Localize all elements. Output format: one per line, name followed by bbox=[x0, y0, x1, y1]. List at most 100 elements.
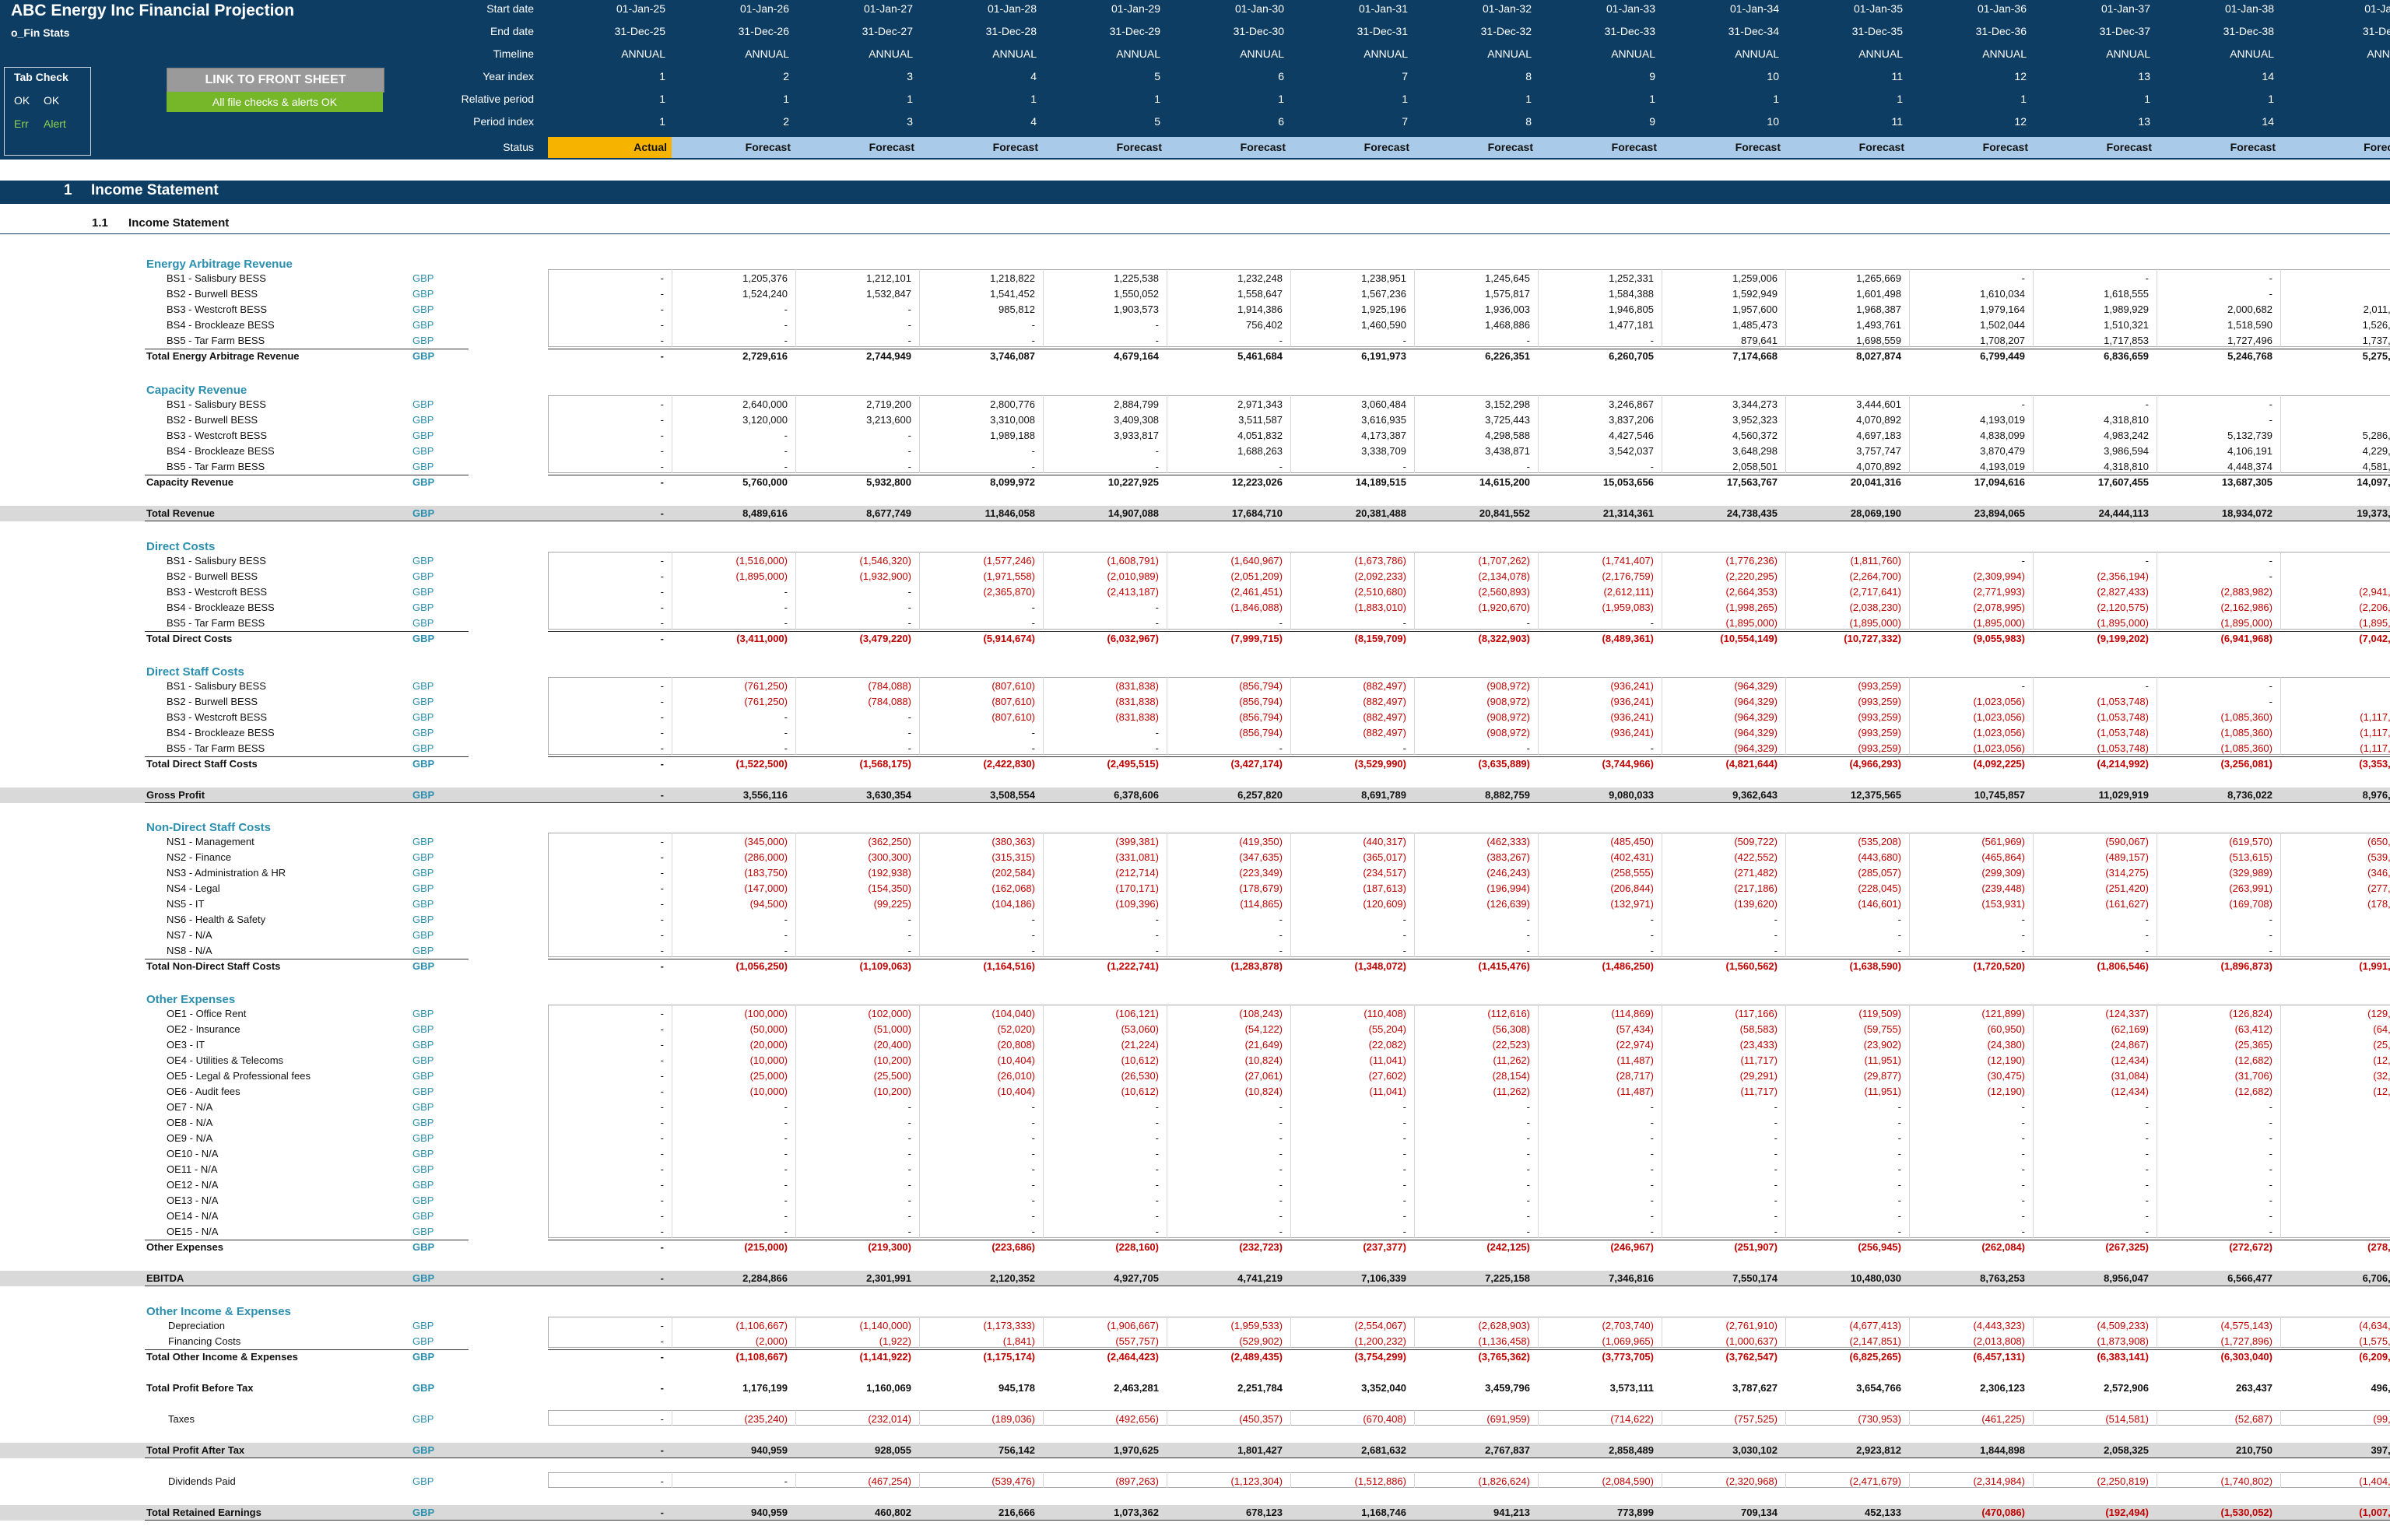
row-unit: GBP bbox=[412, 758, 435, 770]
value-cell: 8,976,6 bbox=[2362, 789, 2390, 801]
value-cell: 9,362,643 bbox=[1732, 789, 1778, 801]
value-cell: (936,241) bbox=[1610, 680, 1654, 692]
header-cell-timeline: ANNUAL bbox=[1363, 47, 1408, 60]
value-cell: - bbox=[1526, 914, 1530, 925]
value-cell: (761,250) bbox=[744, 680, 788, 692]
value-cell: 6,706,8 bbox=[2362, 1272, 2390, 1284]
table-row: NS3 - Administration & HR GBP - (183,750) (1… bbox=[0, 865, 2390, 881]
grid-separator bbox=[1414, 552, 1415, 630]
value-cell: (23,902) bbox=[1863, 1039, 1901, 1051]
value-cell: 1,610,034 bbox=[1980, 288, 2025, 300]
value-cell: 7,550,174 bbox=[1732, 1272, 1778, 1284]
value-cell: 17,607,455 bbox=[2097, 476, 2149, 488]
value-cell: - bbox=[1155, 929, 1159, 941]
table-row: BS2 - Burwell BESS GBP - 1,524,240 1,532,847… bbox=[0, 286, 2390, 302]
value-cell: 2,767,837 bbox=[1485, 1444, 1530, 1456]
value-cell: 678,123 bbox=[1246, 1507, 1283, 1518]
value-cell: 3,030,102 bbox=[1732, 1444, 1778, 1456]
value-cell: - bbox=[1526, 1148, 1530, 1159]
value-cell: - bbox=[1155, 1210, 1159, 1222]
value-cell: (3,427,174) bbox=[1230, 758, 1283, 770]
value-cell: 2,120,352 bbox=[990, 1272, 1035, 1284]
value-cell: 1,205,376 bbox=[742, 272, 788, 284]
value-cell: (1,404,9 bbox=[2359, 1475, 2390, 1487]
value-cell: - bbox=[2021, 680, 2025, 692]
value-cell: (2,051,209) bbox=[1230, 570, 1283, 582]
grid-separator bbox=[2280, 552, 2281, 630]
value-cell: - bbox=[1526, 742, 1530, 754]
table-row: BS3 - Westcroft BESS GBP - - - (807,610) (831,… bbox=[0, 710, 2390, 725]
value-cell: (6,303,040) bbox=[2220, 1351, 2273, 1363]
value-cell: - bbox=[784, 945, 788, 956]
value-cell: - bbox=[2145, 680, 2149, 692]
value-cell: - bbox=[1650, 1101, 1654, 1113]
header-cell-timeline: ANNUAL bbox=[869, 47, 913, 60]
value-cell: - bbox=[1155, 1179, 1159, 1191]
value-cell: - bbox=[1774, 1226, 1778, 1237]
value-cell: - bbox=[660, 1272, 664, 1284]
grid-separator bbox=[1414, 677, 1415, 755]
row-label: BS2 - Burwell BESS bbox=[167, 696, 258, 707]
value-cell: - bbox=[660, 319, 664, 331]
value-cell: (514,581) bbox=[2105, 1413, 2149, 1425]
value-cell: (2,147,851) bbox=[1849, 1335, 1902, 1347]
value-cell: (691,959) bbox=[1486, 1413, 1530, 1425]
row-unit: GBP bbox=[412, 1226, 434, 1237]
value-cell: (1,173,333) bbox=[983, 1320, 1036, 1331]
value-cell: - bbox=[1897, 1226, 1901, 1237]
value-cell: - bbox=[784, 1148, 788, 1159]
value-cell: (1,959,083) bbox=[1602, 602, 1655, 613]
grid-box bbox=[548, 1410, 2390, 1426]
value-cell: (3,411,000) bbox=[736, 633, 788, 644]
value-cell: (2,554,067) bbox=[1354, 1320, 1407, 1331]
row-unit: GBP bbox=[412, 633, 435, 644]
row-unit: GBP bbox=[412, 1054, 434, 1066]
value-cell: - bbox=[2269, 288, 2272, 300]
row-label: NS1 - Management bbox=[167, 836, 254, 847]
value-cell: (443,680) bbox=[1858, 851, 1901, 863]
value-cell: - bbox=[660, 288, 664, 300]
value-cell: - bbox=[660, 398, 664, 410]
header-cell-end-dates: 31-Dec-30 bbox=[1233, 25, 1284, 37]
value-cell: 1,550,052 bbox=[1114, 288, 1159, 300]
value-cell: - bbox=[1402, 1210, 1406, 1222]
grid-separator bbox=[2280, 1317, 2281, 1348]
value-cell: (2,000) bbox=[755, 1335, 788, 1347]
link-to-front-sheet-button[interactable]: LINK TO FRONT SHEET bbox=[167, 68, 384, 93]
row-label: Total Revenue bbox=[146, 507, 215, 519]
grid-separator bbox=[1414, 1410, 1415, 1426]
value-cell: 4,051,832 bbox=[1237, 430, 1283, 441]
value-cell: - bbox=[1279, 1226, 1283, 1237]
header-row-label: Start date bbox=[486, 2, 534, 15]
row-label: NS3 - Administration & HR bbox=[167, 867, 286, 879]
grid-separator bbox=[1043, 833, 1044, 957]
value-cell: - bbox=[2269, 1101, 2272, 1113]
value-cell: (11,951) bbox=[1864, 1054, 1901, 1066]
value-cell: - bbox=[1155, 945, 1159, 956]
value-cell: (189,036) bbox=[991, 1413, 1035, 1425]
value-cell: 3,213,600 bbox=[866, 414, 911, 426]
value-cell: - bbox=[1155, 1148, 1159, 1159]
value-cell: 2,058,501 bbox=[1732, 461, 1778, 472]
value-cell: - bbox=[907, 1163, 911, 1175]
value-cell: (24,380) bbox=[1987, 1039, 2025, 1051]
value-cell: (761,250) bbox=[744, 696, 788, 707]
value-cell: (2,309,994) bbox=[1973, 570, 2026, 582]
value-cell: (2,510,680) bbox=[1354, 586, 1407, 598]
value-cell: (856,794) bbox=[1239, 696, 1283, 707]
value-cell: (1,740,802) bbox=[2220, 1475, 2273, 1487]
table-row: BS5 - Tar Farm BESS GBP - - - - - - - - - 2,058,501… bbox=[0, 459, 2390, 475]
value-cell: 10,480,030 bbox=[1850, 1272, 1901, 1284]
value-cell: - bbox=[784, 711, 788, 723]
grid-separator bbox=[1909, 833, 1910, 957]
grid-separator bbox=[1414, 1005, 1415, 1238]
grid-separator bbox=[919, 552, 920, 630]
value-cell: - bbox=[1526, 1194, 1530, 1206]
grid-separator bbox=[2033, 1005, 2034, 1238]
value-cell: - bbox=[1897, 1163, 1901, 1175]
value-cell: (1,895,0 bbox=[2359, 617, 2390, 629]
value-cell: (831,838) bbox=[1115, 680, 1159, 692]
value-cell: (2,120,575) bbox=[2097, 602, 2150, 613]
value-cell: (1,811,760) bbox=[1850, 555, 1901, 567]
value-cell: (1,806,546) bbox=[2097, 960, 2150, 972]
